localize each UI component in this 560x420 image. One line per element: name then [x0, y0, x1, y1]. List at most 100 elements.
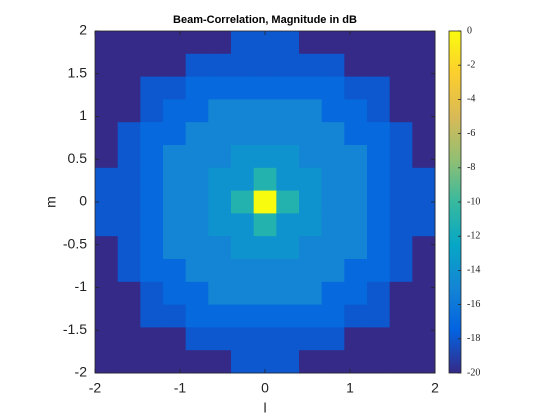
- heatmap-cell: [321, 259, 345, 283]
- heatmap-cell: [231, 327, 255, 351]
- heatmap-cell: [412, 167, 436, 192]
- heatmap-cell: [117, 145, 141, 169]
- colorbar-tick-label: -4: [467, 94, 475, 105]
- heatmap-cell: [185, 190, 209, 214]
- heatmap-cell: [208, 190, 232, 214]
- heatmap-cell: [389, 327, 413, 351]
- heatmap-cell: [253, 76, 277, 100]
- heatmap-cell: [412, 190, 436, 214]
- heatmap-cell: [208, 259, 232, 283]
- heatmap-cell: [117, 122, 141, 146]
- heatmap-cell: [231, 145, 255, 169]
- heatmap-cell: [208, 53, 232, 78]
- heatmap-cell: [276, 327, 300, 351]
- heatmap-cell: [367, 190, 391, 214]
- heatmap-cell: [344, 76, 368, 100]
- heatmap-cell: [163, 213, 187, 237]
- heatmap-cell: [321, 236, 345, 260]
- heatmap-cell: [163, 281, 187, 306]
- heatmap-cell: [163, 190, 187, 214]
- heatmap-cell: [389, 99, 413, 123]
- heatmap-cell: [140, 281, 164, 306]
- x-tick-label: 2: [431, 380, 439, 396]
- heatmap-cell: [117, 99, 141, 123]
- heatmap-cell: [95, 190, 119, 214]
- x-tick-label: 1: [346, 380, 354, 396]
- heatmap-cell: [321, 213, 345, 237]
- heatmap-cell: [367, 53, 391, 78]
- heatmap-cell: [299, 350, 323, 374]
- heatmap-cell: [140, 145, 164, 169]
- heatmap-cell: [95, 304, 119, 328]
- heatmap-cell: [185, 236, 209, 260]
- heatmap-cell: [299, 327, 323, 351]
- heatmap-cell: [412, 304, 436, 328]
- heatmap-cell: [276, 122, 300, 146]
- x-tick-label: 0: [261, 380, 269, 396]
- heatmap-cell: [117, 190, 141, 214]
- heatmap-cell: [185, 304, 209, 328]
- heatmap-cell: [253, 122, 277, 146]
- x-axis-label: l: [263, 400, 266, 416]
- heatmap-cell: [95, 31, 119, 55]
- colorbar-tick-label: -20: [467, 367, 480, 378]
- heatmap-cell: [163, 304, 187, 328]
- y-tick-label: 1.5: [68, 64, 88, 80]
- colorbar-tick-label: -12: [467, 230, 480, 241]
- heatmap-cell: [367, 259, 391, 283]
- heatmap-cell: [389, 236, 413, 260]
- heatmap-cell: [276, 281, 300, 306]
- heatmap-cell: [276, 99, 300, 123]
- heatmap-cell: [163, 327, 187, 351]
- heatmap-cell: [344, 53, 368, 78]
- heatmap-cell: [208, 99, 232, 123]
- heatmap-cell: [185, 213, 209, 237]
- heatmap-cell: [95, 350, 119, 374]
- heatmap-cell: [117, 76, 141, 100]
- heatmap-cell: [163, 259, 187, 283]
- heatmap-cell: [163, 236, 187, 260]
- heatmap-cell: [389, 281, 413, 306]
- heatmap-cell: [185, 76, 209, 100]
- y-tick-label: -1: [75, 278, 88, 294]
- heatmap-cell: [321, 350, 345, 374]
- heatmap-cell: [163, 31, 187, 55]
- heatmap-cell: [95, 281, 119, 306]
- heatmap-cell: [389, 350, 413, 374]
- heatmap-cell: [276, 213, 300, 237]
- heatmap-cell: [163, 145, 187, 169]
- heatmap-cell: [208, 327, 232, 351]
- heatmap-cell: [231, 167, 255, 192]
- heatmap-cell: [367, 122, 391, 146]
- heatmap-cell: [344, 167, 368, 192]
- heatmap-cell: [344, 99, 368, 123]
- heatmap-cell: [344, 236, 368, 260]
- heatmap-cell: [208, 31, 232, 55]
- heatmap-cell: [321, 122, 345, 146]
- heatmap-cell: [412, 99, 436, 123]
- heatmap-cell: [163, 76, 187, 100]
- heatmap-cell: [140, 259, 164, 283]
- heatmap-cell: [117, 259, 141, 283]
- heatmap-cell: [321, 304, 345, 328]
- heatmap-cell: [185, 122, 209, 146]
- heatmap-cell: [276, 190, 300, 214]
- heatmap-cell: [163, 53, 187, 78]
- heatmap-cell: [231, 259, 255, 283]
- heatmap-cell: [299, 99, 323, 123]
- heatmap-cell: [276, 167, 300, 192]
- heatmap-cell: [140, 76, 164, 100]
- heatmap-cell: [367, 236, 391, 260]
- heatmap-cell: [208, 236, 232, 260]
- heatmap-cell: [299, 236, 323, 260]
- heatmap-cell: [231, 99, 255, 123]
- heatmap-cell: [208, 350, 232, 374]
- heatmap-cell: [299, 259, 323, 283]
- heatmap-cell: [208, 281, 232, 306]
- heatmap-cell: [208, 213, 232, 237]
- heatmap-cell: [140, 350, 164, 374]
- heatmap-cell: [367, 350, 391, 374]
- heatmap-cell: [321, 190, 345, 214]
- y-tick-label: 1: [79, 107, 87, 123]
- heatmap-cell: [412, 350, 436, 374]
